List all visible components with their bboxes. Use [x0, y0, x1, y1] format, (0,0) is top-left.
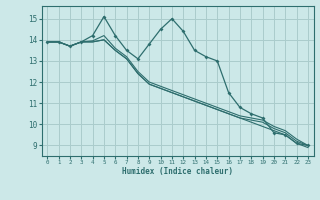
X-axis label: Humidex (Indice chaleur): Humidex (Indice chaleur) [122, 167, 233, 176]
